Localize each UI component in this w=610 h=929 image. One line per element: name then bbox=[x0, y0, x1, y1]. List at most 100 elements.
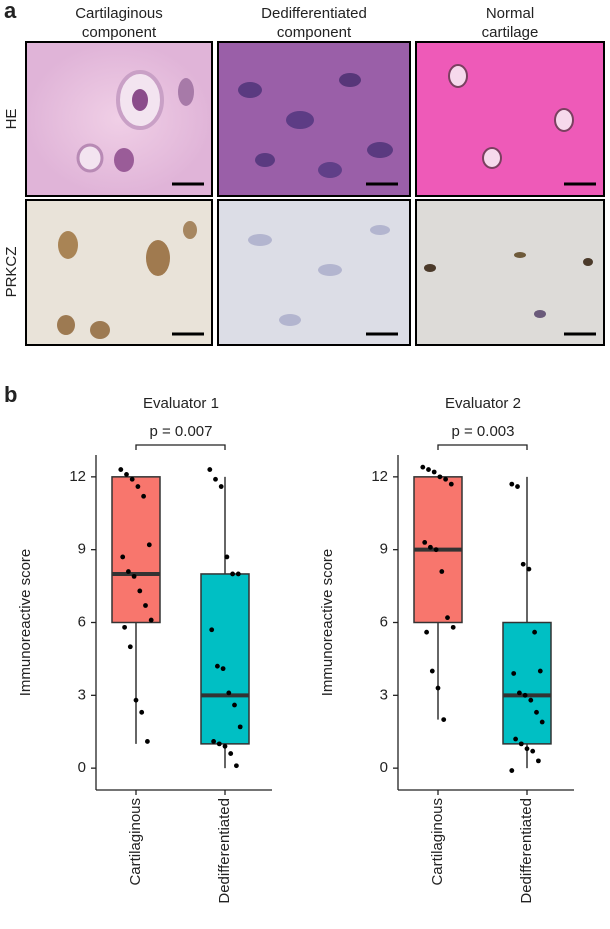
point bbox=[124, 472, 129, 477]
box bbox=[502, 621, 552, 745]
point bbox=[135, 484, 141, 489]
point bbox=[515, 484, 520, 489]
point bbox=[435, 685, 441, 691]
bracket bbox=[437, 444, 528, 450]
point bbox=[431, 469, 437, 475]
y-tick-label: 3 bbox=[78, 686, 86, 703]
point bbox=[526, 566, 532, 572]
column-header: component bbox=[277, 24, 352, 41]
x-tick-label: Cartilaginous bbox=[127, 798, 144, 886]
panel-label: b bbox=[4, 382, 17, 407]
panel-label: a bbox=[4, 0, 17, 23]
point bbox=[209, 627, 215, 633]
point bbox=[129, 476, 135, 482]
y-tick-label: 12 bbox=[371, 468, 388, 485]
point bbox=[215, 663, 220, 669]
point bbox=[420, 464, 426, 470]
column-header: Normal bbox=[486, 5, 534, 22]
y-tick-label: 9 bbox=[78, 541, 86, 558]
point bbox=[207, 467, 213, 472]
chart-title: Evaluator 1 bbox=[143, 395, 219, 412]
point bbox=[148, 617, 154, 623]
column-header: Dedifferentiated bbox=[261, 5, 367, 22]
point bbox=[522, 692, 528, 698]
point bbox=[532, 629, 537, 635]
point bbox=[511, 671, 517, 676]
point bbox=[224, 554, 230, 560]
point bbox=[237, 724, 243, 730]
point bbox=[234, 763, 239, 769]
y-tick-label: 0 bbox=[78, 759, 86, 776]
point bbox=[230, 571, 236, 577]
point bbox=[211, 739, 217, 744]
point bbox=[428, 544, 433, 550]
y-axis-title: Immunoreactive score bbox=[17, 549, 34, 697]
micrographs bbox=[25, 41, 605, 346]
point bbox=[524, 746, 530, 752]
point bbox=[235, 571, 241, 577]
point bbox=[537, 668, 543, 674]
point bbox=[143, 603, 148, 608]
point bbox=[509, 768, 515, 773]
point bbox=[441, 717, 447, 723]
point bbox=[536, 758, 541, 764]
box bbox=[111, 476, 161, 624]
point bbox=[509, 481, 515, 487]
row-label: PRKCZ bbox=[3, 247, 20, 298]
point bbox=[232, 702, 237, 708]
point bbox=[213, 476, 218, 482]
point bbox=[120, 554, 126, 560]
x-tick-label: Dedifferentiated bbox=[518, 798, 535, 904]
point bbox=[429, 668, 435, 674]
point bbox=[539, 719, 545, 725]
y-tick-label: 3 bbox=[380, 686, 388, 703]
annotation: p = 0.007 bbox=[150, 423, 213, 440]
point bbox=[439, 569, 445, 574]
y-tick-label: 12 bbox=[69, 468, 86, 485]
cells bbox=[57, 64, 593, 339]
point bbox=[146, 542, 152, 548]
point bbox=[220, 666, 226, 672]
y-tick-label: 6 bbox=[380, 613, 388, 630]
point bbox=[518, 741, 524, 747]
y-tick-label: 0 bbox=[380, 759, 388, 776]
point bbox=[530, 748, 536, 754]
point bbox=[131, 573, 137, 579]
point bbox=[137, 588, 143, 594]
point bbox=[450, 624, 456, 630]
point bbox=[228, 751, 234, 756]
x-tick-label: Dedifferentiated bbox=[216, 798, 233, 904]
row-label: HE bbox=[3, 109, 20, 130]
point bbox=[424, 629, 429, 635]
point bbox=[437, 474, 443, 480]
point bbox=[141, 493, 147, 499]
x-tick-label: Cartilaginous bbox=[429, 798, 446, 886]
annotation: p = 0.003 bbox=[452, 423, 515, 440]
point bbox=[133, 697, 139, 703]
box bbox=[200, 573, 250, 745]
point bbox=[139, 709, 145, 715]
column-header: Cartilaginous bbox=[75, 5, 163, 22]
point bbox=[534, 709, 539, 715]
point bbox=[122, 624, 127, 630]
point bbox=[145, 739, 150, 744]
point bbox=[520, 561, 526, 567]
point bbox=[448, 481, 454, 487]
column-header: component bbox=[82, 24, 157, 41]
point bbox=[222, 743, 228, 749]
point bbox=[226, 690, 232, 696]
point bbox=[218, 484, 224, 489]
bracket bbox=[135, 444, 226, 450]
point bbox=[118, 467, 124, 472]
column-header: cartilage bbox=[482, 24, 539, 41]
point bbox=[433, 547, 439, 553]
point bbox=[517, 690, 522, 696]
point bbox=[422, 539, 428, 545]
y-axis-title: Immunoreactive score bbox=[319, 549, 336, 697]
chart-title: Evaluator 2 bbox=[445, 395, 521, 412]
point bbox=[445, 615, 450, 621]
y-tick-label: 9 bbox=[380, 541, 388, 558]
point bbox=[125, 569, 131, 574]
point bbox=[426, 467, 431, 472]
